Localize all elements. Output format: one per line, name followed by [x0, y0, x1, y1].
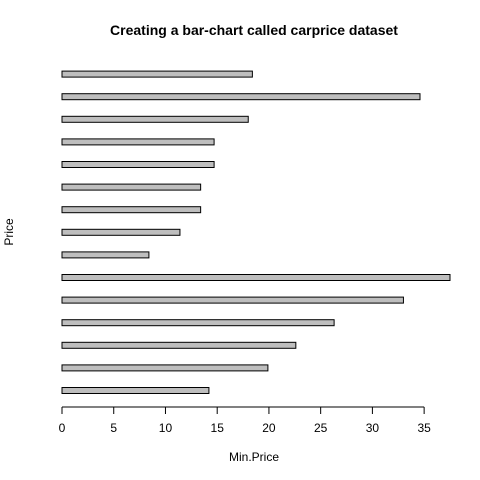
chart-title: Creating a bar-chart called carprice dat… [110, 22, 398, 38]
bar-3 [61, 341, 297, 349]
x-tick-label: 15 [211, 421, 225, 435]
bar-6 [61, 274, 451, 281]
x-tick-label: 0 [59, 421, 66, 435]
bar-15 [61, 70, 253, 78]
x-tick-label: 10 [159, 421, 173, 435]
bar-8 [61, 228, 181, 236]
x-axis-label: Min.Price [229, 450, 279, 464]
y-axis-label: Price [2, 218, 16, 246]
bar-12 [61, 138, 215, 146]
bar-14 [61, 93, 421, 101]
bars-group [61, 70, 451, 394]
x-tick-label: 35 [417, 421, 431, 435]
bar-7 [61, 251, 150, 259]
x-tick-label: 20 [262, 421, 276, 435]
x-tick-label: 25 [314, 421, 328, 435]
bar-5 [61, 296, 404, 304]
x-tick-label: 30 [366, 421, 380, 435]
bar-10 [61, 183, 202, 191]
bar-11 [61, 161, 215, 168]
x-axis: 0 5 10 15 20 25 30 35 [59, 406, 431, 435]
bar-4 [61, 319, 335, 327]
bar-9 [61, 206, 202, 214]
bar-1 [61, 387, 210, 394]
bar-13 [61, 115, 249, 123]
x-tick-label: 5 [110, 421, 117, 435]
bar-2 [61, 364, 269, 372]
